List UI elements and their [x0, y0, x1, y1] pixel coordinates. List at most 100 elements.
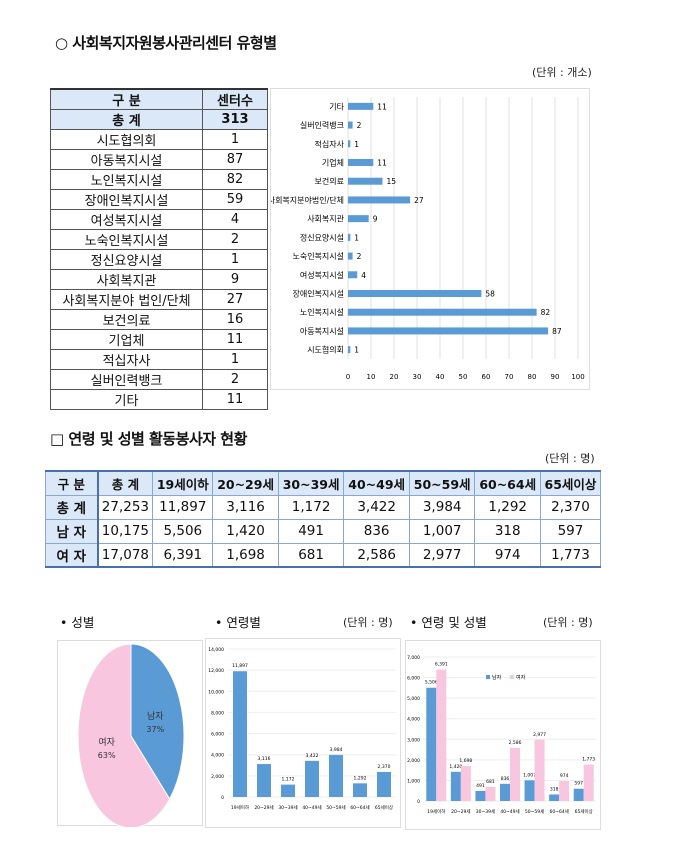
- data-label: 4: [361, 271, 366, 280]
- y-tick-label: 5,000: [407, 696, 420, 702]
- x-tick-label: 80: [528, 373, 537, 381]
- data-label: 318: [550, 786, 559, 792]
- table-cell: 11: [202, 329, 268, 350]
- table-cell: 사회복지관: [50, 269, 203, 290]
- table-cell: 기업체: [50, 329, 203, 350]
- data-label: 87: [552, 327, 562, 336]
- table-row: 아동복지시설 87: [50, 149, 268, 170]
- bar: [460, 766, 471, 801]
- section2-unit: (단위 : 명): [545, 452, 595, 465]
- category-label: 실버인력뱅크: [300, 120, 344, 130]
- table-cell: 87: [202, 149, 268, 170]
- category-label: 50~59세: [525, 808, 544, 815]
- table-cell: 남 자: [45, 518, 99, 544]
- data-label: 3,984: [330, 747, 343, 753]
- table-cell: 40~49세: [343, 470, 410, 496]
- table-header: 구 분 센터수: [50, 88, 268, 110]
- y-tick-label: 14,000: [208, 647, 224, 653]
- table-cell: 기타: [50, 389, 203, 410]
- data-label: 1: [354, 233, 359, 242]
- table-cell: 974: [474, 542, 541, 568]
- category-label: 40~49세: [500, 808, 519, 815]
- bar: [348, 271, 358, 279]
- age-gender-chart-label: • 연령 및 성별: [410, 615, 487, 630]
- bar: [348, 196, 411, 204]
- table-cell: 노인복지시설: [50, 169, 203, 190]
- bar: [450, 771, 461, 801]
- table-cell: 2: [202, 369, 268, 390]
- data-label: 1,292: [354, 775, 367, 781]
- data-label: 58: [485, 290, 495, 299]
- category-label: 노인복지시설: [300, 307, 344, 317]
- bar: [524, 780, 535, 801]
- x-tick-label: 50: [459, 373, 468, 381]
- table-row: 기타 11: [50, 389, 268, 410]
- bar: [257, 764, 271, 797]
- table-cell: 20~29세: [212, 470, 279, 496]
- bar: [510, 747, 520, 801]
- table-cell: 6,391: [152, 542, 214, 568]
- bar: [500, 783, 510, 801]
- table-cell: 정신요양시설: [50, 249, 203, 270]
- category-label: 50~59세: [326, 804, 345, 811]
- table-total-row: 총 계 313: [50, 109, 268, 130]
- category-label: 정신요양시설: [300, 232, 344, 242]
- table-cell: 1: [202, 249, 268, 270]
- table-row: 노숙인복지시설 2: [50, 229, 268, 250]
- data-label: 1: [354, 140, 359, 149]
- x-tick-label: 20: [390, 373, 399, 381]
- data-label: 1,698: [459, 758, 472, 764]
- table-cell: 1,698: [212, 542, 279, 568]
- category-label: 60~64세: [350, 804, 369, 811]
- table-cell: 9: [202, 269, 268, 290]
- section1-unit: (단위 : 개소): [532, 66, 592, 79]
- data-label: 11: [377, 102, 387, 111]
- table-cell: 적십자사: [50, 349, 203, 370]
- x-tick-label: 60: [482, 373, 491, 381]
- bar: [348, 233, 351, 241]
- table-cell: 82: [202, 169, 268, 190]
- table-cell: 1,292: [474, 494, 541, 520]
- section1-title: ○ 사회복지자원봉사관리센터 유형별: [55, 34, 277, 52]
- bar: [348, 290, 482, 297]
- bar: [329, 754, 343, 797]
- data-label: 82: [541, 308, 551, 317]
- table-cell: 27,253: [96, 494, 154, 520]
- table-cell: 2,586: [343, 542, 410, 568]
- table-cell: 3,116: [212, 494, 279, 520]
- bar: [426, 687, 437, 801]
- category-label: 아동복지시설: [300, 326, 344, 336]
- slice-percent: 37%: [146, 725, 164, 734]
- age-chart-unit: (단위 : 명): [343, 616, 393, 629]
- data-label: 15: [387, 177, 397, 186]
- table-row: 보건의료 16: [50, 309, 268, 330]
- x-tick-label: 0: [346, 373, 350, 381]
- table-row: 남 자 10,175 5,506 1,420 491 836 1,007 318 597: [45, 518, 602, 544]
- category-label: 30~39세: [476, 808, 495, 815]
- y-tick-label: 2,000: [407, 758, 420, 764]
- data-label: 2,977: [533, 732, 546, 738]
- legend-label: 여자: [516, 674, 526, 681]
- table-row: 여성복지시설 4: [50, 209, 268, 230]
- category-label: 여성복지시설: [300, 270, 344, 280]
- bar: [348, 346, 351, 354]
- bar: [348, 327, 549, 335]
- table-cell: 1,172: [277, 494, 345, 520]
- bar: [348, 159, 374, 166]
- category-label: 19세이하: [427, 808, 446, 815]
- category-label: 19세이하: [231, 804, 250, 811]
- data-label: 2: [357, 252, 362, 261]
- category-label: 사회복지분야법인/단체: [271, 195, 344, 205]
- y-tick-label: 6,000: [211, 732, 224, 738]
- pie-slice: [130, 643, 185, 800]
- x-tick-label: 90: [551, 373, 560, 381]
- bar: [305, 760, 319, 797]
- legend-swatch: [486, 675, 490, 679]
- table-cell: 836: [343, 518, 410, 544]
- table-cell: 11,897: [152, 494, 214, 520]
- bar: [348, 121, 353, 129]
- y-tick-label: 0: [221, 795, 224, 801]
- center-type-table: 구 분 센터수 총 계 313 시도협의회 1 아동복지시설 87 노인복지시설 82 장애인복지시…: [50, 88, 268, 410]
- y-tick-label: 7,000: [407, 655, 420, 661]
